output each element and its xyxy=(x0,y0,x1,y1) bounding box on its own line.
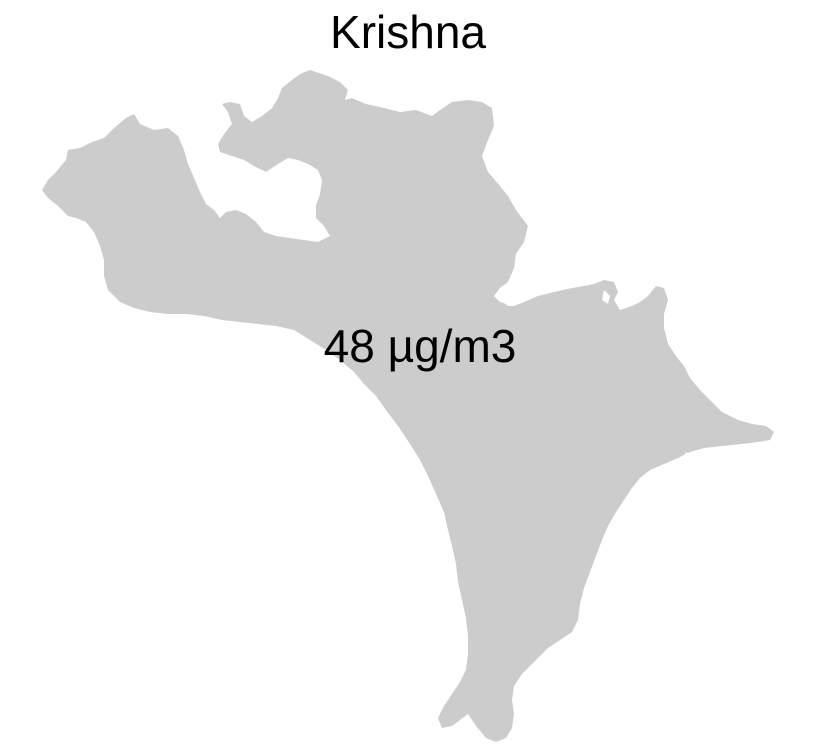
map-title: Krishna xyxy=(330,6,486,58)
krishna-district-shape xyxy=(42,70,774,742)
inlet-detail-2 xyxy=(602,290,610,304)
inlet-detail-3 xyxy=(684,452,692,460)
map-value-label: 48 µg/m3 xyxy=(323,320,517,372)
inlet-detail-1 xyxy=(494,294,514,306)
